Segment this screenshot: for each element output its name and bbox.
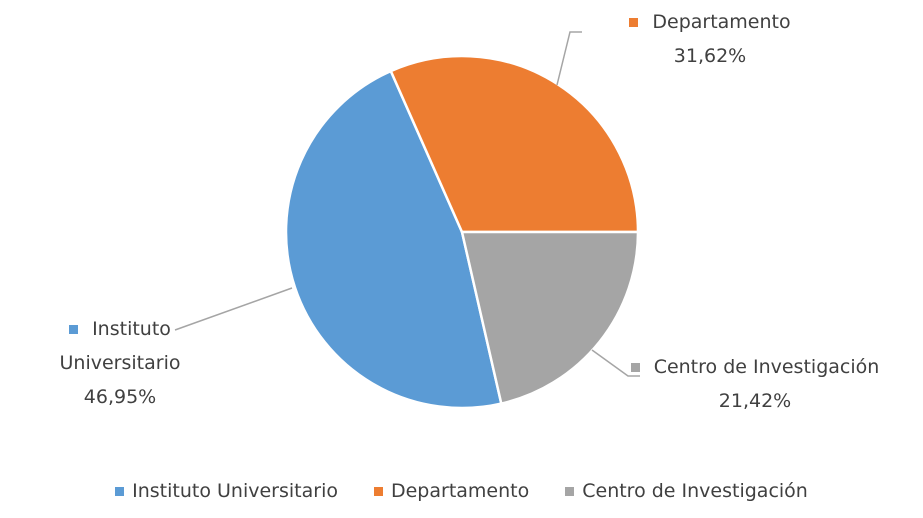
pie-slice <box>389 54 640 234</box>
label-text: Departamento <box>652 11 791 33</box>
legend: Instituto Universitario Departamento Centr… <box>0 480 923 502</box>
label-marker <box>629 18 639 27</box>
legend-label: Departamento <box>390 480 530 502</box>
label-name: Departamento <box>580 5 840 39</box>
legend-marker <box>373 486 383 496</box>
legend-marker <box>565 486 575 496</box>
label-value-row: 21,42% <box>630 384 880 418</box>
label-name: Centro de Investigación <box>630 350 880 384</box>
label-value: 21,42% <box>718 390 792 412</box>
label-text: Centro de Investigación <box>653 356 880 378</box>
legend-item: Instituto Universitario <box>115 480 338 502</box>
data-label: Centro de Investigación 21,42% <box>630 350 880 418</box>
label-value: 46,95% <box>83 386 157 408</box>
label-marker <box>69 325 79 334</box>
legend-marker <box>115 486 125 496</box>
leader-line <box>174 287 293 331</box>
leader-line <box>556 31 582 86</box>
label-value-row: 31,62% <box>580 39 840 73</box>
label-text: Instituto Universitario <box>59 318 181 374</box>
label-value-row: 46,95% <box>10 380 230 414</box>
pie-slice <box>284 69 503 410</box>
leader-line <box>591 349 640 377</box>
label-marker <box>630 363 640 372</box>
legend-item: Departamento <box>373 480 530 502</box>
data-label: Departamento 31,62% <box>580 5 840 73</box>
data-label: Instituto Universitario 46,95% <box>10 312 230 414</box>
pie-slice <box>460 230 640 406</box>
legend-label: Centro de Investigación <box>582 480 808 502</box>
label-name: Instituto Universitario <box>10 312 230 380</box>
legend-label: Instituto Universitario <box>132 480 338 502</box>
legend-item: Centro de Investigación <box>565 480 808 502</box>
label-value: 31,62% <box>673 45 747 67</box>
